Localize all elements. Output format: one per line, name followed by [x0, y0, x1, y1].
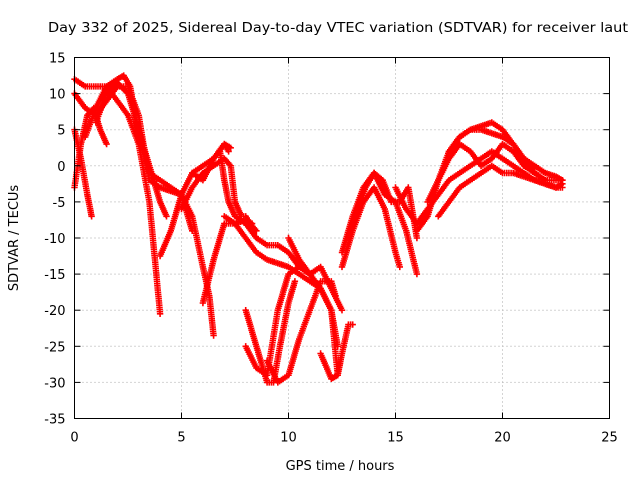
y-axis-label: SDTVAR / TECUs [7, 185, 22, 292]
y-tick-label: 0 [57, 160, 65, 175]
series-arc-25 [445, 119, 566, 184]
y-tick-label: 10 [49, 88, 66, 103]
x-tick-label: 0 [70, 431, 78, 446]
y-tick-label: 5 [57, 124, 65, 139]
y-tick-label: -20 [44, 304, 65, 319]
series-arc-16 [285, 234, 346, 314]
y-tick-label: 15 [49, 52, 66, 67]
x-tick-label: 25 [601, 431, 618, 446]
x-tick-label: 20 [494, 431, 511, 446]
y-tick-label: -35 [44, 413, 65, 428]
series-arc-10 [199, 216, 256, 307]
chart-title: Day 332 of 2025, Sidereal Day-to-day VTE… [48, 21, 628, 36]
series-arc-13 [242, 278, 299, 386]
x-tick-label: 15 [387, 431, 404, 446]
axis-ticks: 0 5 10 15 20 25 15 10 5 0 -5 -10 -15 -20 -25 -30 -35 [44, 52, 618, 446]
x-tick-label: 10 [280, 431, 297, 446]
series-arc-24 [435, 162, 566, 220]
x-axis-label: GPS time / hours [286, 459, 395, 474]
x-tick-label: 5 [177, 431, 185, 446]
series-arc-6 [92, 79, 170, 220]
y-tick-label: -25 [44, 340, 65, 355]
series-arc-18 [338, 184, 403, 271]
y-tick-label: -10 [44, 232, 65, 247]
series-arc-17 [317, 321, 356, 382]
grid [74, 57, 610, 419]
series-arc-14 [242, 263, 314, 379]
y-tick-label: -5 [53, 196, 66, 211]
series-arc-23 [424, 140, 549, 206]
y-tick-label: -30 [44, 376, 65, 391]
data-series [71, 72, 566, 386]
y-tick-label: -15 [44, 268, 65, 283]
